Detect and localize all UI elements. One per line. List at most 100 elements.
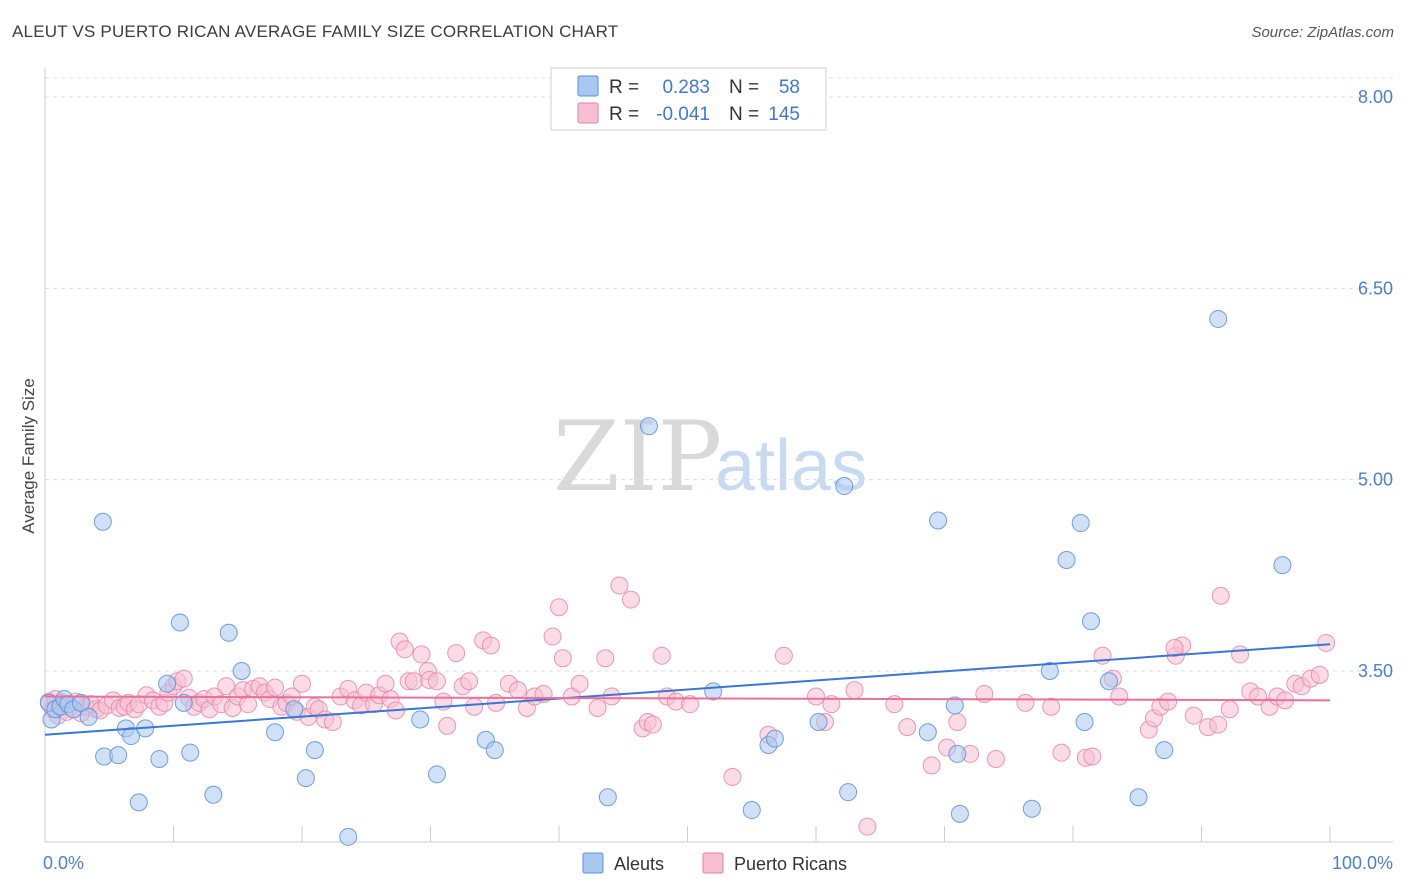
puerto-rican-point bbox=[1165, 639, 1184, 658]
x-tick-labels: 0.0% 100.0% bbox=[43, 853, 1393, 873]
legend-swatch-puerto-ricans bbox=[577, 102, 599, 124]
puerto-rican-point bbox=[610, 576, 629, 595]
aleut-point bbox=[1022, 799, 1041, 818]
puerto-rican-point bbox=[1231, 645, 1250, 664]
puerto-rican-point bbox=[543, 627, 562, 646]
puerto-rican-point bbox=[438, 716, 457, 735]
puerto-rican-point bbox=[570, 674, 589, 693]
x-tick-label: 0.0% bbox=[43, 853, 84, 873]
aleut-point bbox=[1071, 514, 1090, 533]
puerto-rican-point bbox=[681, 695, 700, 714]
aleut-point bbox=[929, 511, 948, 530]
aleut-point bbox=[109, 746, 128, 765]
puerto-rican-point bbox=[323, 713, 342, 732]
legend-swatch-aleuts bbox=[577, 75, 599, 97]
puerto-rican-point bbox=[1209, 715, 1228, 734]
grid-lines bbox=[45, 77, 1393, 672]
puerto-rican-point bbox=[1052, 743, 1071, 762]
puerto-rican-point bbox=[550, 598, 568, 617]
puerto-rican-point bbox=[898, 718, 917, 737]
aleut-point bbox=[809, 713, 828, 732]
legend-n-label-puerto-ricans: N = bbox=[729, 104, 759, 125]
puerto-rican-point bbox=[465, 697, 484, 716]
chart-title: ALEUT VS PUERTO RICAN AVERAGE FAMILY SIZ… bbox=[12, 22, 619, 41]
aleut-point bbox=[639, 417, 658, 436]
puerto-rican-point bbox=[948, 713, 967, 732]
y-tick-label: 6.50 bbox=[1358, 278, 1393, 298]
aleut-point bbox=[765, 729, 784, 748]
series-legend: Aleuts Puerto Ricans bbox=[582, 852, 847, 874]
puerto-rican-point bbox=[508, 681, 527, 700]
puerto-rican-point bbox=[1317, 633, 1336, 652]
puerto-rican-point bbox=[293, 674, 311, 693]
puerto-rican-point bbox=[774, 646, 793, 665]
legend-n-label-aleuts: N = bbox=[729, 77, 759, 98]
aleut-point bbox=[427, 765, 446, 784]
puerto-rican-point bbox=[1110, 687, 1129, 706]
aleut-point bbox=[1081, 612, 1100, 631]
y-tick-label: 8.00 bbox=[1358, 87, 1393, 107]
aleut-point bbox=[181, 743, 200, 762]
aleut-point bbox=[174, 693, 193, 712]
puerto-rican-point bbox=[1159, 692, 1178, 711]
puerto-rican-point bbox=[596, 649, 615, 668]
aleut-point bbox=[1040, 662, 1059, 680]
aleut-point bbox=[170, 613, 189, 632]
legend-r-value-puerto-ricans: -0.041 bbox=[656, 104, 710, 125]
puerto-rican-point bbox=[217, 677, 236, 696]
puerto-rican-point bbox=[404, 672, 423, 691]
puerto-rican-point bbox=[602, 687, 621, 706]
aleut-point bbox=[1057, 551, 1076, 570]
puerto-rican-point bbox=[239, 695, 258, 714]
aleut-point bbox=[305, 741, 324, 760]
aleut-point bbox=[839, 783, 858, 802]
puerto-rican-point bbox=[652, 646, 671, 665]
watermark-zip: ZIP bbox=[553, 401, 722, 513]
puerto-rican-point bbox=[822, 695, 841, 714]
puerto-rican-point bbox=[460, 672, 479, 691]
puerto-rican-point bbox=[986, 750, 1005, 769]
puerto-rican-point bbox=[174, 669, 193, 688]
series-legend-label-puerto-ricans: Puerto Ricans bbox=[734, 854, 847, 874]
legend-r-label-puerto-ricans: R = bbox=[609, 104, 639, 125]
puerto-rican-point bbox=[975, 684, 994, 703]
aleut-point bbox=[285, 700, 304, 719]
aleut-point bbox=[948, 744, 967, 763]
y-tick-label: 5.00 bbox=[1358, 470, 1393, 490]
puerto-rican-point bbox=[643, 715, 662, 734]
aleut-point bbox=[219, 623, 238, 642]
series-legend-label-aleuts: Aleuts bbox=[614, 854, 664, 874]
legend-n-value-puerto-ricans: 145 bbox=[768, 104, 800, 125]
aleut-point bbox=[950, 804, 969, 823]
aleut-point bbox=[1273, 556, 1292, 575]
correlation-legend: R = 0.283 N = 58 R = -0.041 N = 145 bbox=[550, 67, 827, 131]
aleut-point bbox=[204, 785, 223, 804]
puerto-rican-point bbox=[1211, 586, 1230, 605]
puerto-rican-point bbox=[723, 767, 742, 786]
puerto-rican-point bbox=[858, 817, 877, 836]
puerto-rican-point bbox=[621, 590, 640, 609]
aleut-point bbox=[411, 710, 430, 729]
aleut-point bbox=[296, 769, 315, 788]
y-tick-label: 3.50 bbox=[1358, 661, 1393, 681]
puerto-rican-point bbox=[1220, 700, 1239, 719]
aleut-point bbox=[1099, 672, 1118, 691]
y-axis-title: Average Family Size bbox=[19, 378, 38, 534]
puerto-rican-point bbox=[266, 678, 285, 697]
aleut-point bbox=[71, 693, 90, 712]
puerto-rican-point bbox=[807, 687, 825, 706]
aleut-point bbox=[835, 477, 854, 496]
puerto-ricans-trend-line bbox=[44, 695, 1331, 702]
aleut-point bbox=[93, 512, 112, 531]
aleut-point bbox=[129, 793, 148, 812]
puerto-rican-point bbox=[845, 681, 864, 700]
aleut-point bbox=[1129, 788, 1148, 807]
aleut-point bbox=[232, 662, 251, 680]
puerto-rican-point bbox=[553, 649, 572, 668]
puerto-rican-point bbox=[412, 645, 431, 664]
aleut-point bbox=[266, 723, 285, 742]
aleut-point bbox=[1155, 741, 1174, 760]
x-tick-label: 100.0% bbox=[1332, 853, 1393, 873]
puerto-rican-point bbox=[376, 674, 395, 693]
aleut-point bbox=[79, 707, 98, 726]
